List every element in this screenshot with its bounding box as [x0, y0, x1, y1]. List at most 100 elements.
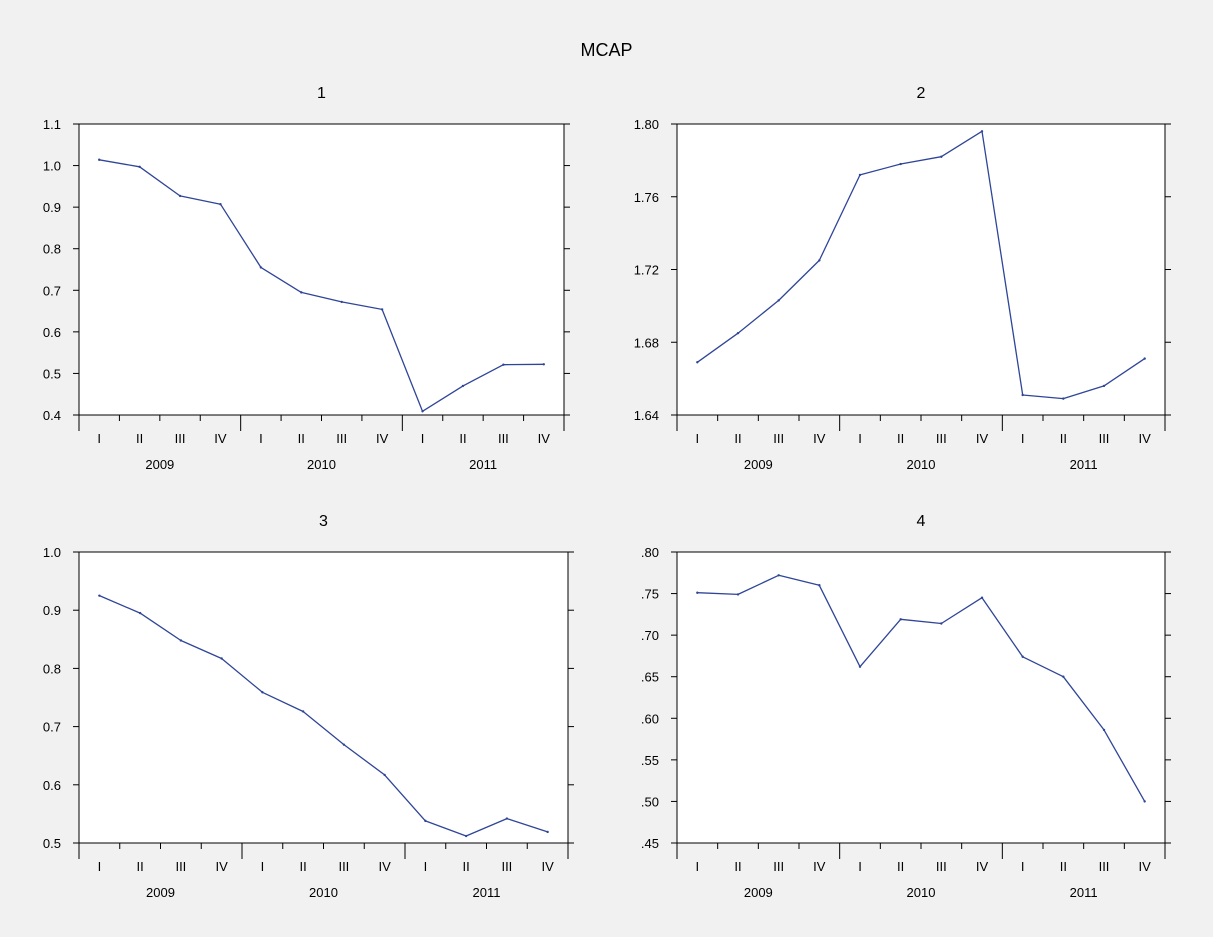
- panel-1-ytick-label: 0.5: [43, 366, 61, 381]
- panel-4-quarter-label: II: [897, 859, 904, 874]
- panel-4-quarter-label: IV: [813, 859, 826, 874]
- panel-3-year-label: 2009: [146, 885, 175, 900]
- panel-4-data-point: [818, 584, 821, 587]
- panel-1-data-point: [300, 291, 303, 294]
- panel-3-data-point: [138, 611, 142, 615]
- panel-2-quarter-label: IV: [1139, 431, 1152, 446]
- panel-4-title: 4: [917, 513, 926, 530]
- panel-1-quarter-label: III: [336, 431, 347, 446]
- panel-2-year-label: 2011: [1070, 457, 1098, 472]
- panel-1-data-point: [542, 363, 545, 366]
- panel-4-ytick-label: .55: [641, 753, 659, 768]
- panel-2-data-point: [818, 259, 821, 262]
- panel-1-ytick-label: 1.0: [43, 159, 61, 174]
- panel-1-data-point: [461, 384, 465, 388]
- panel-1-quarter-label: II: [136, 431, 143, 446]
- panel-4-ytick-label: .70: [641, 628, 659, 643]
- panel-3-data-point: [301, 710, 305, 713]
- panel-1-data-point: [421, 410, 424, 413]
- panel-1-quarter-label: IV: [538, 431, 551, 446]
- panel-1-ytick-label: 0.4: [43, 408, 61, 423]
- panel-1-data-point: [98, 158, 101, 161]
- panel-2-ytick-label: 1.72: [634, 263, 659, 278]
- panel-3-ytick-label: 0.7: [43, 720, 61, 735]
- panel-3-year-label: 2011: [473, 885, 501, 900]
- panel-4-quarter-label: III: [1099, 859, 1110, 874]
- panel-4-ytick-label: .75: [641, 587, 659, 602]
- panel-4-quarter-label: II: [734, 859, 741, 874]
- panel-3-data-point: [546, 830, 549, 834]
- panel-1-data-point: [502, 363, 505, 366]
- panel-1-data-point: [219, 203, 222, 206]
- panel-4-data-point: [940, 622, 943, 625]
- panel-2-data-point: [1062, 397, 1065, 400]
- panel-2-ytick-label: 1.64: [634, 408, 659, 423]
- panel-4-quarter-label: I: [1021, 859, 1025, 874]
- panel-4-data-point: [736, 593, 740, 596]
- panel-4-data-point: [899, 618, 902, 621]
- panel-1-quarter-label: I: [421, 431, 425, 446]
- panel-3-data-point: [261, 691, 264, 694]
- panel-1-data-point: [259, 266, 263, 269]
- panel-4-plot-area: [676, 551, 1166, 844]
- panel-2-quarter-label: II: [897, 431, 904, 446]
- panel-4-year-label: 2009: [744, 885, 773, 900]
- panel-3-plot-area: [78, 551, 569, 844]
- panel-2-quarter-label: III: [1099, 431, 1110, 446]
- panel-3-title: 3: [319, 513, 328, 530]
- panel-3-quarter-label: III: [175, 859, 186, 874]
- panel-3-data-point: [179, 639, 183, 642]
- panel-1-quarter-label: I: [259, 431, 263, 446]
- panel-1-plot-area: [78, 123, 565, 416]
- panel-1-title: 1: [317, 85, 326, 102]
- panel-1-quarter-label: IV: [376, 431, 389, 446]
- panel-1-ytick-label: 0.7: [43, 283, 61, 298]
- panel-4-data-point: [1021, 655, 1024, 658]
- panel-4-data-point: [777, 574, 780, 577]
- panel-3-data-point: [424, 819, 427, 823]
- panel-4-quarter-label: I: [858, 859, 862, 874]
- panel-2-year-label: 2010: [907, 457, 936, 472]
- panel-1-quarter-label: II: [298, 431, 305, 446]
- panel-2-data-point: [1102, 384, 1106, 388]
- panel-2-ytick-label: 1.68: [634, 335, 659, 350]
- panel-2-year-label: 2009: [744, 457, 773, 472]
- panel-2-quarter-label: III: [773, 431, 784, 446]
- panel-4-data-point: [1102, 728, 1106, 732]
- panel-4-data-point: [1143, 800, 1146, 803]
- panel-2-data-point: [1021, 393, 1024, 397]
- panel-3-ytick-label: 0.8: [43, 661, 61, 676]
- panel-4-data-point: [696, 591, 699, 594]
- panel-1-ytick-label: 0.9: [43, 200, 61, 215]
- panel-4-data-point: [1062, 675, 1065, 678]
- panel-3-data-point: [342, 743, 346, 746]
- panel-4-quarter-label: III: [936, 859, 947, 874]
- panel-3-data-point: [98, 594, 101, 597]
- panel-4-quarter-label: IV: [976, 859, 989, 874]
- panel-2-quarter-label: IV: [976, 431, 989, 446]
- panel-1-ytick-label: 1.1: [43, 117, 61, 132]
- panel-3-ytick-label: 1.0: [43, 545, 61, 560]
- panel-3-quarter-label: I: [261, 859, 265, 874]
- panel-4-quarter-label: II: [1060, 859, 1067, 874]
- panel-4-quarter-label: I: [696, 859, 700, 874]
- panel-1-quarter-label: III: [175, 431, 186, 446]
- panel-1-quarter-label: III: [498, 431, 509, 446]
- panel-1-data-point: [178, 194, 182, 198]
- panel-4-data-point: [858, 665, 862, 668]
- panel-2-title: 2: [917, 85, 926, 102]
- panel-4-ytick-label: .60: [641, 711, 659, 726]
- panel-2-ytick-label: 1.80: [634, 117, 659, 132]
- panel-3-quarter-label: II: [463, 859, 470, 874]
- panel-1-series-line: [99, 159, 544, 412]
- panel-4-ytick-label: .50: [641, 794, 659, 809]
- panel-3-quarter-label: III: [501, 859, 512, 874]
- panel-1-quarter-label: II: [459, 431, 466, 446]
- panel-3-year-label: 2010: [309, 885, 338, 900]
- panel-2-quarter-label: I: [1021, 431, 1025, 446]
- panel-4-ytick-label: .65: [641, 670, 659, 685]
- panel-2-data-point: [858, 173, 862, 177]
- panel-3-quarter-label: I: [424, 859, 428, 874]
